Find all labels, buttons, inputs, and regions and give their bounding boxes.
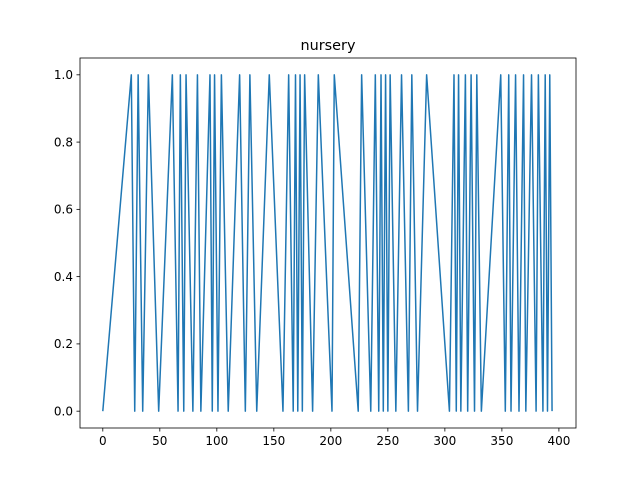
x-tick-label: 150 (262, 434, 285, 448)
series-layer (102, 74, 553, 412)
x-tick-label: 350 (490, 434, 513, 448)
y-tick-label: 0.8 (54, 135, 73, 149)
y-tick-label: 0.2 (54, 337, 73, 351)
axes-layer: 0 50 100 150 200 250 300 350 400 0.0 0.2 0.4 0.6 0.8 1… (54, 68, 570, 448)
x-tick-label: 200 (319, 434, 342, 448)
series-line-0 (102, 74, 553, 412)
x-tick-label: 250 (376, 434, 399, 448)
x-tick-label: 100 (205, 434, 228, 448)
x-tick-label: 300 (433, 434, 456, 448)
y-tick-label: 1.0 (54, 68, 73, 82)
x-tick-label: 0 (99, 434, 107, 448)
chart-title: nursery (301, 38, 356, 54)
plot-frame (79, 57, 577, 429)
y-tick-label: 0.4 (54, 270, 73, 284)
x-tick-label: 400 (547, 434, 570, 448)
x-tick-label: 50 (152, 434, 167, 448)
y-tick-label: 0.6 (54, 203, 73, 217)
y-tick-label: 0.0 (54, 404, 73, 418)
